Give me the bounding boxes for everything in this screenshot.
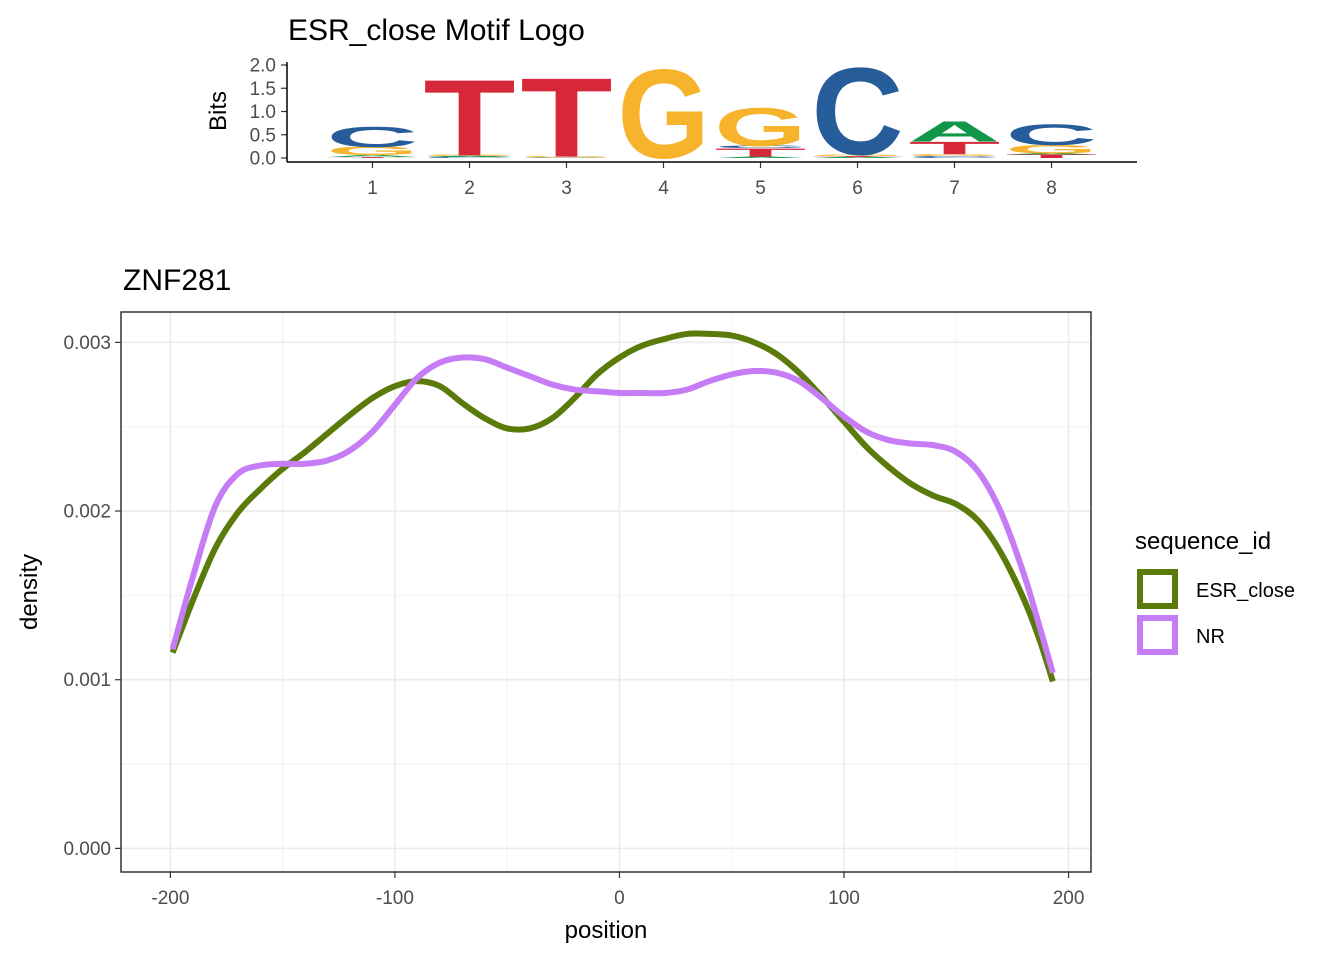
logo-letter-C: C (520, 157, 612, 158)
logo-letter-G: G (1005, 143, 1097, 156)
logo-letter-G: G (617, 44, 709, 186)
legend-items: ESR_close NR (1137, 569, 1295, 655)
x-tick-label: -100 (376, 888, 414, 909)
motif-logo-panel: ESR_close Motif Logo Bits 0.0 0.51.01.52.… (205, 14, 1137, 199)
y-tick-label: 0.002 (63, 502, 111, 523)
logo-letter-G: G (326, 145, 418, 158)
x-tick-label: 200 (1053, 888, 1085, 909)
legend-key-esr-close (1137, 569, 1178, 609)
legend: sequence_id ESR_close NR (1135, 528, 1295, 655)
y-axis-title: density (16, 554, 43, 630)
logo-letter-G: G (908, 154, 1000, 157)
logo-x-tick-label: 8 (1046, 178, 1057, 199)
logo-letter-T: T (908, 138, 1000, 158)
logo-x-tick-label: 7 (949, 178, 960, 199)
logo-letter-T: T (811, 156, 903, 157)
density-panel: ZNF281 0.000 0.001 0.002 0.003 -200 -100 0 100… (16, 264, 1092, 944)
major-gridlines (121, 312, 1091, 872)
logo-letter-A: A (423, 156, 515, 157)
density-line-esr-close (169, 330, 1056, 683)
minor-gridlines (121, 312, 1091, 872)
density-lines (169, 330, 1056, 683)
density-line-nr (169, 354, 1056, 674)
density-x-ticks: -200 -100 0 100 200 (151, 872, 1084, 909)
logo-letter-G: G (811, 154, 903, 156)
logo-letter-C: C (811, 42, 903, 181)
logo-y-tick-label: 1.5 (250, 79, 276, 100)
y-tick-label: 0.000 (63, 839, 111, 860)
logo-letter-T: T (520, 55, 612, 181)
legend-title: sequence_id (1135, 528, 1271, 555)
logo-x-tick-label: 2 (464, 178, 475, 199)
logo-letter-G: G (714, 97, 806, 158)
logo-x-tick-label: 5 (755, 178, 766, 199)
x-tick-label: -200 (151, 888, 189, 909)
logo-y-tick-label: 0.0 (250, 149, 276, 170)
legend-key-nr (1137, 615, 1178, 655)
density-title: ZNF281 (123, 264, 231, 297)
panel-border (120, 311, 1092, 873)
logo-letter-T: T (714, 146, 806, 159)
logo-x-ticks: 1 2 3 4 5 6 7 8 (367, 162, 1057, 199)
logo-letter-G: G (520, 156, 612, 157)
density-y-ticks: 0.000 0.001 0.002 0.003 (63, 333, 121, 860)
logo-letter-T: T (1005, 153, 1097, 159)
logo-y-tick-label: 0.5 (250, 125, 276, 146)
logo-letter-T: T (423, 57, 515, 178)
y-tick-label: 0.001 (63, 670, 111, 691)
x-tick-label: 0 (614, 888, 625, 909)
logo-letter-A: A (1005, 153, 1097, 154)
y-tick-label: 0.003 (63, 333, 111, 354)
legend-label: NR (1196, 626, 1225, 648)
x-axis-title: position (565, 917, 648, 944)
logo-letter-C: C (423, 157, 515, 158)
logo-letter-T: T (326, 157, 418, 158)
logo-letter-A: A (811, 157, 903, 158)
logo-y-axis-title: Bits (205, 91, 232, 131)
logo-letter-C: C (1005, 118, 1097, 151)
logo-letter-C: C (714, 145, 806, 149)
logo-x-tick-label: 4 (658, 178, 669, 199)
logo-title: ESR_close Motif Logo (288, 14, 585, 47)
logo-x-tick-label: 1 (367, 178, 378, 199)
logo-letter-A: A (908, 115, 1000, 147)
logo-letter-C: C (908, 156, 1000, 159)
logo-x-tick-label: 3 (561, 178, 572, 199)
logo-letter-A: A (714, 156, 806, 158)
logo-y-tick-label: 1.0 (250, 102, 276, 123)
x-tick-label: 100 (828, 888, 860, 909)
logo-letter-G: G (423, 155, 515, 156)
legend-label: ESR_close (1196, 580, 1295, 602)
logo-x-tick-label: 6 (852, 178, 863, 199)
logo-letter-A: A (326, 155, 418, 158)
logo-y-tick-label: 2.0 (250, 56, 276, 77)
logo-letter-C: C (326, 121, 418, 153)
logo-y-ticks: 0.0 0.51.01.52.0 (250, 56, 287, 170)
